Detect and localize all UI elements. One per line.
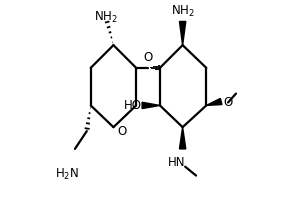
Polygon shape bbox=[179, 127, 186, 149]
Polygon shape bbox=[142, 102, 160, 109]
Text: NH$_2$: NH$_2$ bbox=[94, 10, 117, 25]
Text: NH$_2$: NH$_2$ bbox=[171, 4, 194, 19]
Text: O: O bbox=[143, 51, 153, 64]
Text: H$_2$N: H$_2$N bbox=[55, 167, 79, 182]
Text: HO: HO bbox=[124, 99, 142, 112]
Polygon shape bbox=[206, 99, 222, 105]
Polygon shape bbox=[179, 21, 186, 45]
Text: O: O bbox=[118, 125, 127, 138]
Text: O: O bbox=[223, 96, 233, 109]
Text: HN: HN bbox=[168, 156, 185, 169]
